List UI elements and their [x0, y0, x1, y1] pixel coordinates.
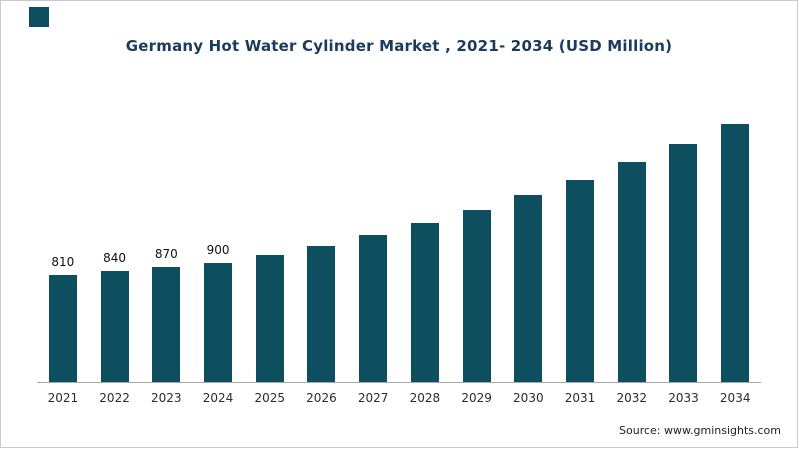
x-axis-tick-label: 2025	[254, 391, 285, 405]
chart-title: Germany Hot Water Cylinder Market , 2021…	[125, 37, 673, 55]
bar-column-2024: 900	[192, 243, 244, 382]
bar-column-2028	[399, 223, 451, 382]
bar-column-2030	[502, 195, 554, 382]
bar-column-2031	[554, 180, 606, 382]
bar-2032	[617, 162, 646, 382]
bar-2031	[566, 180, 595, 382]
x-axis-tick-label: 2032	[616, 391, 648, 405]
bar-value-label: 900	[206, 243, 230, 257]
bar-column-2022: 840	[89, 251, 141, 382]
bar-2028	[410, 223, 439, 382]
bar-2025	[255, 255, 284, 382]
x-axis-tick-label: 2028	[409, 391, 441, 405]
bar-column-2027	[347, 235, 399, 382]
x-axis-tick-label: 2021	[47, 391, 79, 405]
x-axis-tick-label: 2033	[668, 391, 699, 405]
bar-column-2033	[658, 144, 710, 382]
x-axis-tick-label: 2029	[461, 391, 492, 405]
bar-column-2025	[244, 255, 296, 382]
bar-column-2021: 810	[37, 255, 89, 382]
bar-2022	[100, 271, 129, 382]
source-credit: Source: www.gminsights.com	[619, 424, 781, 437]
bar-column-2029	[451, 210, 503, 382]
bar-2029	[462, 210, 491, 382]
bars: 810 840 870 900	[37, 82, 761, 382]
bar-2026	[307, 246, 336, 382]
x-axis-tick-label: 2026	[306, 391, 337, 405]
x-axis-tick-label: 2030	[513, 391, 544, 405]
bar-2023	[152, 267, 181, 382]
brand-logo-square	[29, 7, 49, 27]
bar-value-label: 810	[51, 255, 75, 269]
bar-2030	[514, 195, 543, 382]
x-axis-tick-label: 2024	[202, 391, 234, 405]
x-axis-tick-label: 2031	[564, 391, 596, 405]
x-axis-tick-label: 2022	[99, 391, 130, 405]
bar-column-2034	[709, 124, 761, 382]
x-axis-tick-label: 2027	[357, 391, 389, 405]
bar-2034	[721, 124, 750, 382]
plot-area: 810 840 870 900 2021 2022 2023 2024 2025 2026 202…	[37, 82, 761, 405]
bar-2033	[669, 144, 698, 382]
bar-2027	[359, 235, 388, 382]
bar-2021	[48, 275, 77, 382]
bar-value-label: 840	[103, 251, 127, 265]
bar-column-2023: 870	[140, 247, 192, 382]
x-axis-tick-label: 2023	[151, 391, 182, 405]
bar-2024	[204, 263, 233, 382]
x-axis: 2021 2022 2023 2024 2025 2026 2027 2028 2029 2030…	[37, 382, 761, 405]
bar-column-2032	[606, 162, 658, 382]
bar-value-label: 870	[154, 247, 178, 261]
bar-column-2026	[296, 246, 348, 382]
x-axis-tick-label: 2034	[719, 391, 751, 405]
